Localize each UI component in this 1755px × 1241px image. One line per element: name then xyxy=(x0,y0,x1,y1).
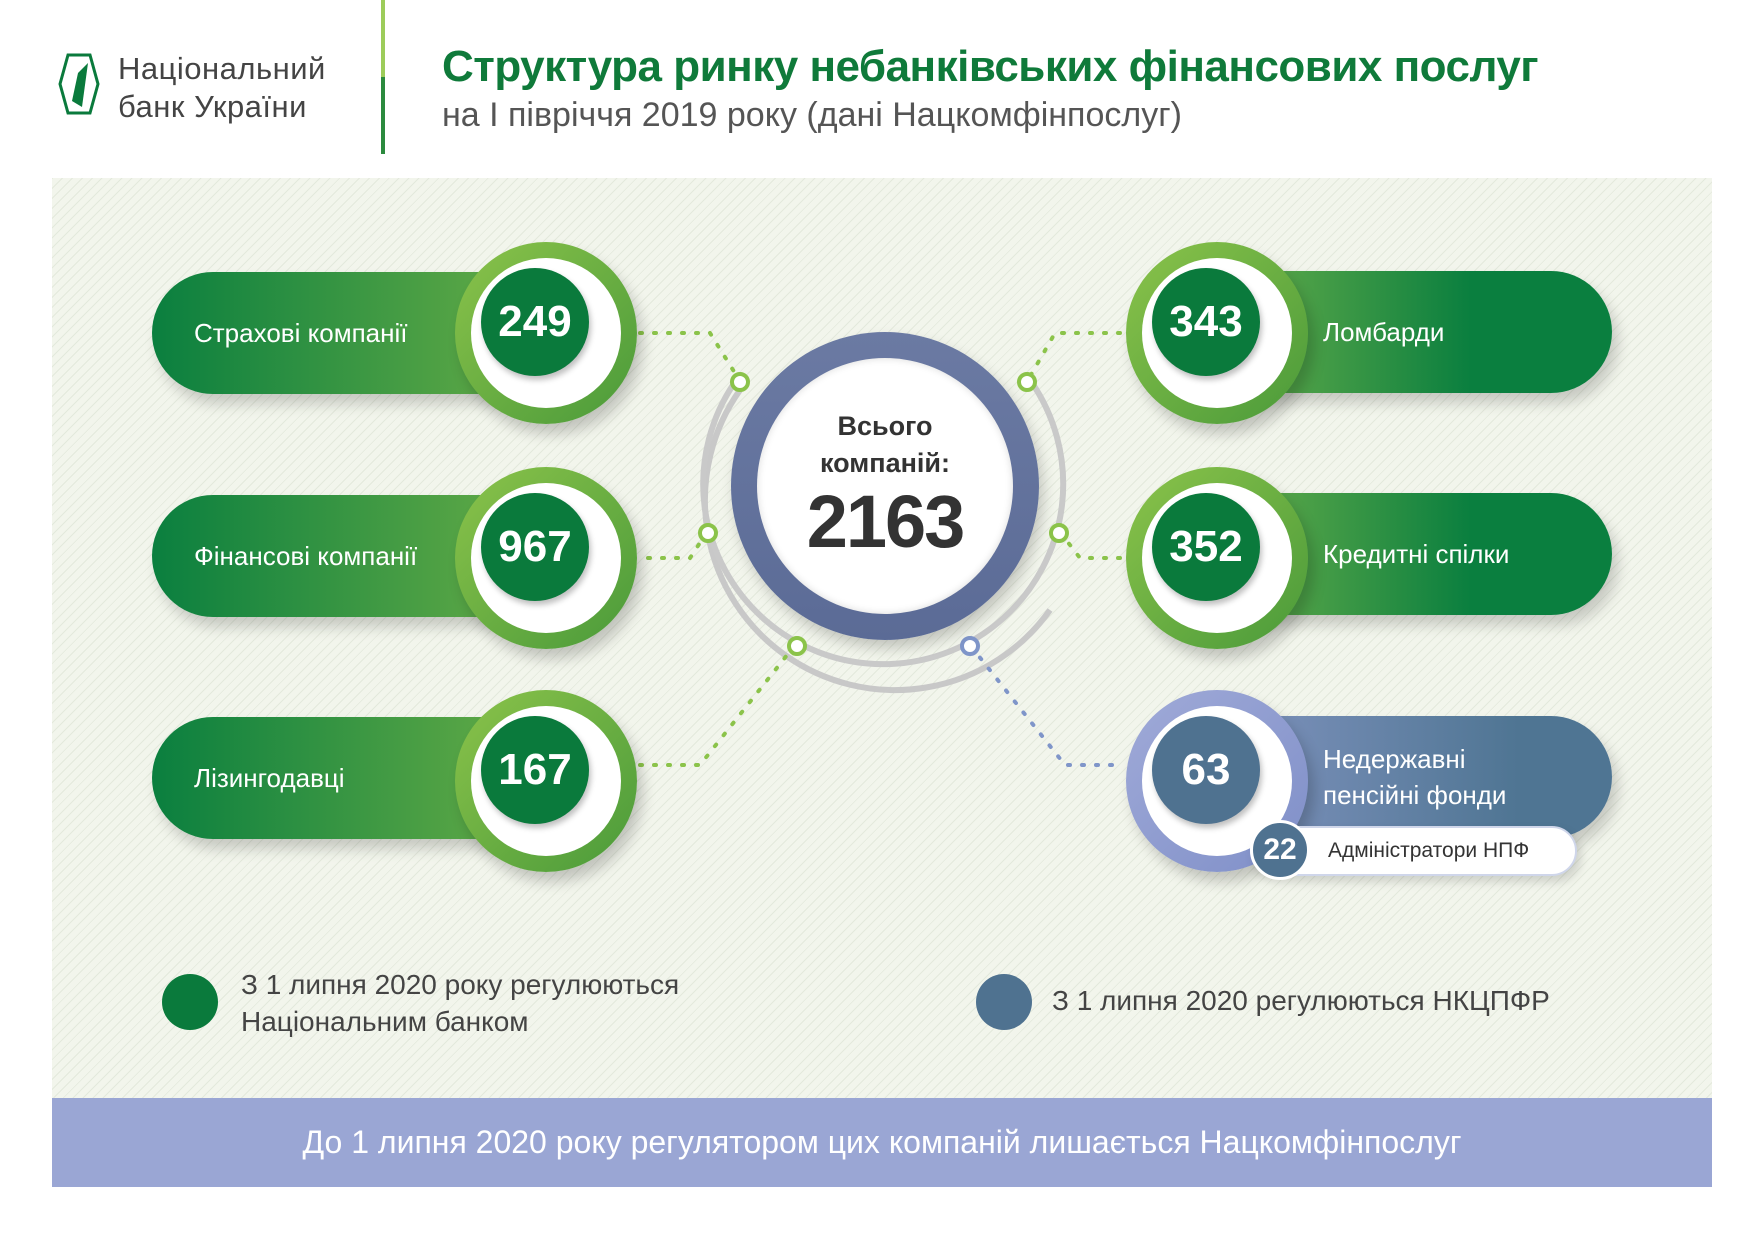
item-count: 167 xyxy=(481,716,589,824)
legend-nkcpfr: З 1 липня 2020 регулюються НКЦПФР xyxy=(1052,985,1550,1016)
node-dot xyxy=(960,636,980,656)
item-count: 249 xyxy=(481,268,589,376)
finance-count-badge: 967 xyxy=(455,467,637,649)
item-count: 63 xyxy=(1152,716,1260,824)
connector-leasing xyxy=(638,643,797,767)
item-count: 343 xyxy=(1152,268,1260,376)
item-label: Кредитні спілки xyxy=(1323,538,1510,569)
legend-text: З 1 липня 2020 року регулюються xyxy=(241,969,680,1000)
item-label: Ломбарди xyxy=(1323,316,1445,347)
logo-line-1: Національний xyxy=(118,51,326,86)
item-label: Страхові компанії xyxy=(194,317,408,348)
node-dot xyxy=(730,372,750,392)
header-divider xyxy=(381,0,385,154)
nbu-logo-icon xyxy=(58,53,100,115)
leasing-count-badge: 167 xyxy=(455,690,637,872)
item-count: 352 xyxy=(1152,493,1260,601)
insurance-count-badge: 249 xyxy=(455,242,637,424)
credit-unions-count-badge: 352 xyxy=(1126,467,1308,649)
total-label-2: компаній: xyxy=(820,448,950,478)
total-value: 2163 xyxy=(806,480,966,563)
node-dot xyxy=(1049,523,1069,543)
item-label: Фінансові компанії xyxy=(194,540,418,571)
page-title: Структура ринку небанківських фінансових… xyxy=(442,42,1539,91)
logo-line-2: банк України xyxy=(118,89,307,124)
node-dot xyxy=(698,523,718,543)
total-label-1: Всього xyxy=(837,411,933,441)
total-companies-circle: Всього компаній: 2163 xyxy=(731,332,1039,640)
legend-text: Національним банком xyxy=(241,1006,529,1037)
npf-admin-count: 22 xyxy=(1250,820,1310,880)
connector-pawnshops xyxy=(1026,331,1122,382)
item-label-2: пенсійні фонди xyxy=(1323,780,1507,810)
connector-pension xyxy=(968,643,1114,767)
legend-nbu: З 1 липня 2020 року регулюються Національ… xyxy=(241,966,679,1040)
legend-dot-blue xyxy=(976,974,1032,1030)
legend-dot-green xyxy=(162,974,218,1030)
item-label: Лізингодавці xyxy=(194,762,345,793)
center-arc-full xyxy=(700,378,1067,668)
pawnshops-count-badge: 343 xyxy=(1126,242,1308,424)
node-dot xyxy=(1017,372,1037,392)
npf-admin-label: Адміністратори НПФ xyxy=(1328,839,1530,862)
connector-finance xyxy=(646,530,709,560)
logo-text: Національний банк України xyxy=(118,50,326,126)
item-count: 967 xyxy=(481,493,589,601)
page-subtitle: на І півріччя 2019 року (дані Нацкомфінп… xyxy=(442,96,1182,134)
connector-insurance xyxy=(638,331,740,380)
item-label-1: Недержавні xyxy=(1323,744,1466,774)
footer-note: До 1 липня 2020 року регулятором цих ком… xyxy=(52,1098,1712,1187)
connector-credit-unions xyxy=(1058,530,1122,560)
node-dot xyxy=(787,636,807,656)
